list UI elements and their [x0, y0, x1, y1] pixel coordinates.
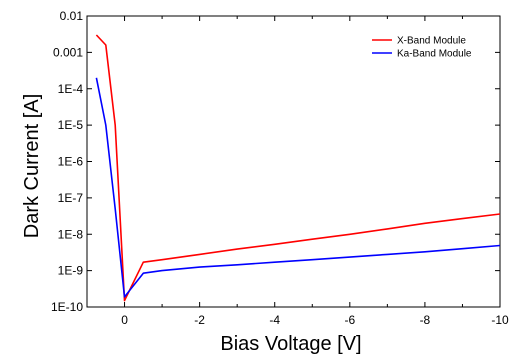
- y-tick-label: 1E-4: [58, 82, 84, 96]
- x-tick-label: -2: [194, 313, 205, 327]
- y-axis-title: Dark Current [A]: [21, 94, 43, 238]
- x-tick-label: -4: [269, 313, 280, 327]
- y-axis-ticks: 1E-10 1E-9 1E-8 1E-7 1E-6 1E-5 1E-4 0.001 0.01: [51, 9, 500, 314]
- y-tick-label: 1E-8: [58, 227, 84, 241]
- legend: X-Band Module Ka-Band Module: [372, 36, 472, 60]
- series-layer: [95, 34, 501, 302]
- y-tick-label: 1E-7: [58, 191, 84, 205]
- y-tick-label: 1E-5: [58, 118, 84, 132]
- y-tick-label: 1E-9: [58, 264, 84, 278]
- y-tick-label: 0.001: [53, 45, 83, 59]
- y-tick-label: 1E-10: [51, 300, 83, 314]
- plot-frame: [86, 15, 501, 308]
- legend-label: X-Band Module: [397, 36, 466, 47]
- y-tick-label: 0.01: [60, 9, 84, 23]
- x-axis-title: Bias Voltage [V]: [220, 333, 361, 355]
- series-line-x-band: [95, 34, 501, 302]
- y-tick-label: 1E-6: [58, 155, 84, 169]
- series-line-ka-band: [95, 77, 501, 298]
- x-tick-label: -6: [344, 313, 355, 327]
- x-axis-ticks: 0 -2 -4 -6 -8 -10: [86, 16, 509, 327]
- plot-border: [86, 15, 501, 308]
- x-tick-label: -10: [491, 313, 509, 327]
- legend-label: Ka-Band Module: [397, 49, 472, 60]
- x-tick-label: -8: [420, 313, 431, 327]
- x-tick-label: 0: [121, 313, 128, 327]
